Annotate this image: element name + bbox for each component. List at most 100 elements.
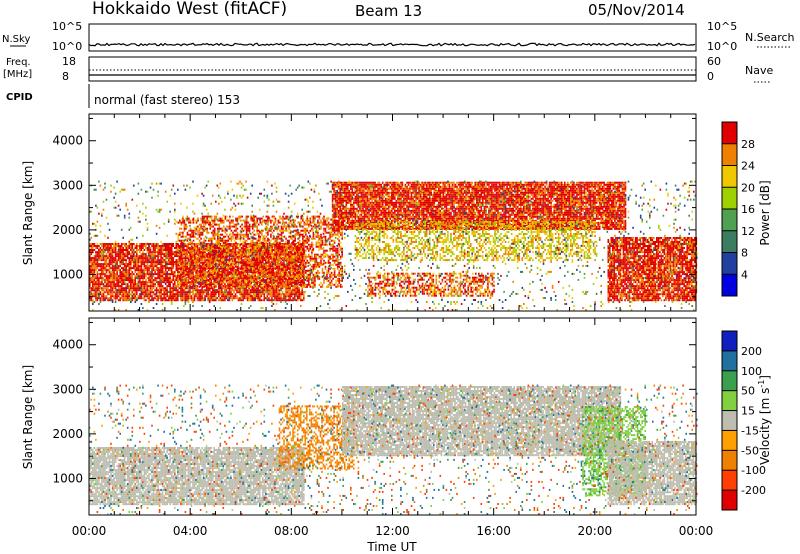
echo-cell xyxy=(232,235,234,238)
echo-cell xyxy=(239,251,242,254)
echo-cell xyxy=(228,295,231,298)
echo-cell xyxy=(259,263,262,266)
echo-cell xyxy=(273,265,275,268)
echo-cell xyxy=(90,297,93,300)
echo-cell xyxy=(263,269,266,272)
echo-cell xyxy=(231,281,234,284)
echo-cell xyxy=(268,275,271,278)
echo-cell xyxy=(181,293,184,296)
echo-cell xyxy=(133,279,135,282)
echo-cell xyxy=(253,279,255,282)
echo-cell xyxy=(186,261,189,264)
echo-cell xyxy=(221,279,224,282)
echo-cell xyxy=(166,267,168,270)
echo-cell xyxy=(272,287,275,290)
echo-cell xyxy=(177,293,179,296)
echo-cell xyxy=(201,253,204,256)
echo-cell xyxy=(146,261,149,264)
echo-cell xyxy=(251,265,253,268)
echo-cell xyxy=(105,297,108,300)
echo-cell xyxy=(111,269,114,272)
echo-cell xyxy=(120,251,123,254)
echo-cell xyxy=(301,253,303,256)
echo-cell xyxy=(198,265,200,268)
echo-cell xyxy=(110,253,112,256)
echo-cell xyxy=(193,295,196,298)
echo-cell xyxy=(229,223,231,226)
echo-cell xyxy=(261,271,263,274)
echo-cell xyxy=(107,265,109,268)
echo-cell xyxy=(215,271,217,274)
echo-cell xyxy=(161,271,164,274)
echo-cell xyxy=(210,279,212,282)
echo-cell xyxy=(194,277,196,280)
echo-cell xyxy=(207,261,209,264)
echo-cell xyxy=(210,259,213,262)
echo-cell xyxy=(108,269,111,272)
echo-cell xyxy=(143,299,146,302)
echo-cell xyxy=(169,283,171,286)
echo-cell xyxy=(145,269,147,272)
echo-cell xyxy=(289,269,292,272)
echo-cell xyxy=(195,257,198,260)
echo-cell xyxy=(233,225,236,228)
echo-cell xyxy=(114,295,117,298)
echo-cell xyxy=(252,261,255,264)
echo-cell xyxy=(248,255,250,258)
echo-cell xyxy=(228,293,231,296)
echo-cell xyxy=(203,249,205,252)
echo-cell xyxy=(251,275,253,278)
echo-cell xyxy=(275,271,278,274)
echo-cell xyxy=(158,295,161,298)
echo-cell xyxy=(155,279,158,282)
echo-cell xyxy=(224,251,226,254)
echo-cell xyxy=(199,295,202,298)
echo-cell xyxy=(210,269,212,272)
echo-cell xyxy=(262,235,265,238)
echo-cell xyxy=(250,281,252,284)
echo-cell xyxy=(108,275,111,278)
echo-cell xyxy=(189,233,192,236)
echo-cell xyxy=(120,245,123,247)
echo-cell xyxy=(218,255,220,258)
echo-cell xyxy=(290,289,293,292)
echo-cell xyxy=(105,243,108,245)
echo-cell xyxy=(292,247,294,249)
echo-cell xyxy=(221,245,223,247)
echo-cell xyxy=(207,223,210,226)
echo-cell xyxy=(149,261,152,264)
echo-cell xyxy=(143,263,146,266)
echo-cell xyxy=(208,251,211,254)
echo-cell xyxy=(242,255,245,258)
echo-cell xyxy=(279,229,281,232)
echo-cell xyxy=(273,255,275,258)
echo-cell xyxy=(180,239,183,242)
echo-cell xyxy=(174,261,176,264)
echo-cell xyxy=(133,287,135,290)
echo-cell xyxy=(206,261,208,264)
echo-cell xyxy=(268,255,271,258)
echo-cell xyxy=(237,269,240,272)
echo-cell xyxy=(142,297,144,300)
echo-cell xyxy=(149,257,152,260)
echo-cell xyxy=(193,251,196,254)
echo-cell xyxy=(102,271,105,274)
echo-cell xyxy=(149,249,152,251)
echo-cell xyxy=(157,253,159,256)
echo-cell xyxy=(272,249,275,251)
echo-cell xyxy=(101,265,103,268)
echo-cell xyxy=(172,275,175,278)
echo-cell xyxy=(161,277,164,280)
echo-cell xyxy=(287,259,290,262)
echo-cell xyxy=(224,273,226,276)
echo-cell xyxy=(282,229,284,232)
echo-cell xyxy=(226,285,228,288)
echo-cell xyxy=(119,281,121,284)
echo-cell xyxy=(210,299,212,302)
echo-cell xyxy=(101,297,103,300)
echo-cell xyxy=(151,291,153,294)
echo-cell xyxy=(206,227,208,230)
echo-cell xyxy=(264,251,266,254)
echo-cell xyxy=(285,217,287,220)
echo-cell xyxy=(196,291,199,294)
